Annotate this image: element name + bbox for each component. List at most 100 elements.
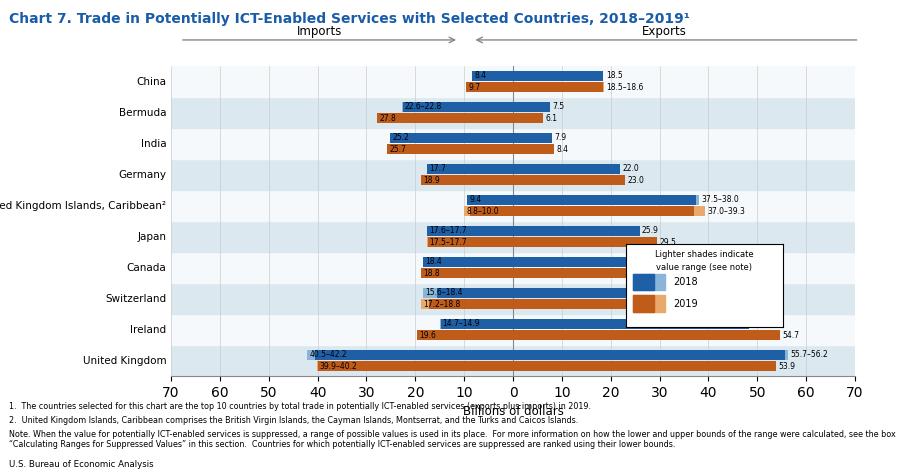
Text: value range (see note): value range (see note) <box>656 263 752 272</box>
Bar <box>418 330 513 340</box>
Text: 17.5–17.7: 17.5–17.7 <box>429 238 466 247</box>
Text: 2019: 2019 <box>673 298 698 309</box>
Text: 36.0: 36.0 <box>691 288 708 297</box>
Text: Imports: Imports <box>297 24 342 38</box>
Bar <box>513 206 694 216</box>
Bar <box>634 274 653 290</box>
Text: 15.6–18.4: 15.6–18.4 <box>426 288 463 297</box>
Bar <box>465 82 513 92</box>
Bar <box>402 102 513 111</box>
Text: 8.4: 8.4 <box>474 71 486 80</box>
Text: 9.7: 9.7 <box>468 83 481 92</box>
Bar <box>513 319 749 329</box>
Text: Exports: Exports <box>642 24 687 38</box>
Bar <box>171 345 855 376</box>
Text: 25.9: 25.9 <box>642 226 659 235</box>
Text: 8.8–10.0: 8.8–10.0 <box>466 207 500 216</box>
Text: 2018: 2018 <box>673 277 698 287</box>
Bar <box>441 319 513 329</box>
Bar <box>513 268 701 278</box>
Bar <box>513 164 620 173</box>
Text: 17.2–18.8: 17.2–18.8 <box>424 300 461 309</box>
Bar <box>171 221 855 252</box>
Bar <box>171 283 855 314</box>
Bar <box>315 350 513 360</box>
Bar <box>785 350 788 360</box>
Text: 7.5: 7.5 <box>552 102 564 111</box>
Bar <box>513 70 603 80</box>
Bar <box>513 195 697 204</box>
Bar <box>421 268 513 278</box>
Bar <box>513 102 550 111</box>
Bar <box>428 237 513 247</box>
Text: 29.5: 29.5 <box>660 238 677 247</box>
Text: 25.2: 25.2 <box>392 133 410 142</box>
Bar <box>513 133 552 142</box>
Bar <box>472 70 513 80</box>
Bar <box>318 361 513 371</box>
Bar <box>513 144 554 154</box>
Bar <box>171 97 855 128</box>
Text: 48.3: 48.3 <box>752 319 769 328</box>
Text: 17.7: 17.7 <box>429 164 445 173</box>
Bar <box>171 314 855 345</box>
Bar <box>171 128 855 159</box>
Bar <box>436 288 513 298</box>
Text: U.S. Bureau of Economic Analysis: U.S. Bureau of Economic Analysis <box>9 460 154 469</box>
Text: 38.5: 38.5 <box>704 269 720 278</box>
Bar <box>513 257 702 266</box>
Text: 25.7: 25.7 <box>390 145 407 154</box>
Bar <box>440 319 441 329</box>
Bar <box>513 350 785 360</box>
Text: 2.  United Kingdom Islands, Caribbean comprises the British Virgin Islands, the : 2. United Kingdom Islands, Caribbean com… <box>9 416 578 425</box>
Text: 27.8: 27.8 <box>380 114 396 123</box>
Text: 18.8: 18.8 <box>424 269 440 278</box>
Text: 1.  The countries selected for this chart are the top 10 countries by total trad: 1. The countries selected for this chart… <box>9 402 591 411</box>
Bar <box>694 206 705 216</box>
Text: 18.9: 18.9 <box>423 176 440 185</box>
Bar <box>171 66 855 97</box>
Text: 23.0: 23.0 <box>628 176 644 185</box>
Bar <box>513 175 626 185</box>
Bar <box>390 133 513 142</box>
Bar <box>387 144 513 154</box>
Text: 19.6: 19.6 <box>419 331 436 340</box>
Text: Lighter shades indicate: Lighter shades indicate <box>655 250 753 259</box>
Bar <box>307 350 315 360</box>
Bar <box>420 175 513 185</box>
Bar <box>513 113 543 123</box>
Bar <box>467 195 513 204</box>
Bar <box>513 82 603 92</box>
Bar <box>513 237 657 247</box>
Bar <box>171 190 855 221</box>
Bar <box>513 330 780 340</box>
Bar <box>513 226 640 235</box>
Text: 38.7: 38.7 <box>705 257 722 266</box>
Bar <box>377 113 513 123</box>
Text: 55.7–56.2: 55.7–56.2 <box>790 350 828 359</box>
Bar <box>464 206 470 216</box>
Bar <box>634 296 653 312</box>
Bar <box>470 206 513 216</box>
Bar <box>401 102 402 111</box>
Text: 8.4: 8.4 <box>556 145 569 154</box>
Bar <box>421 299 429 309</box>
Text: 18.4: 18.4 <box>426 257 442 266</box>
Text: 39.9–40.2: 39.9–40.2 <box>319 362 356 371</box>
Bar <box>429 299 513 309</box>
Text: 18.5–18.6: 18.5–18.6 <box>607 83 644 92</box>
Text: 37.5–38.0: 37.5–38.0 <box>701 195 739 204</box>
Bar <box>513 288 688 298</box>
Text: 22.6–22.8: 22.6–22.8 <box>404 102 441 111</box>
Text: 37.0–39.3: 37.0–39.3 <box>707 207 745 216</box>
Bar <box>423 257 513 266</box>
Text: Chart 7. Trade in Potentially ICT-Enabled Services with Selected Countries, 2018: Chart 7. Trade in Potentially ICT-Enable… <box>9 12 690 26</box>
Bar <box>513 361 777 371</box>
Text: 14.7–14.9: 14.7–14.9 <box>443 319 481 328</box>
Text: 54.7: 54.7 <box>783 331 800 340</box>
Bar <box>317 361 318 371</box>
Bar <box>427 164 513 173</box>
Bar <box>427 226 513 235</box>
Text: Note. When the value for potentially ICT-enabled services is suppressed, a range: Note. When the value for potentially ICT… <box>9 430 896 449</box>
Text: 7.9: 7.9 <box>554 133 566 142</box>
